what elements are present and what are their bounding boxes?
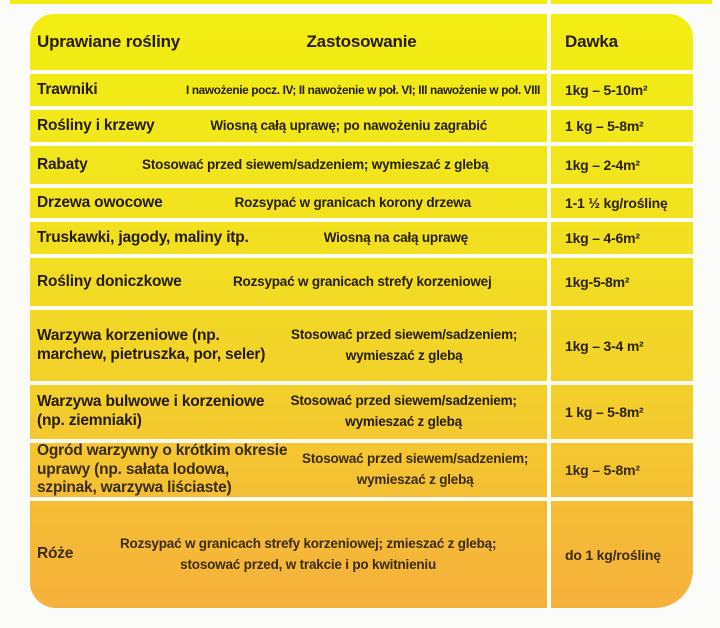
table-row: Róże Rozsypać w granicach strefy korzenio… [30, 501, 693, 608]
table-row: Rośliny doniczkowe Rozsypać w granicach s… [30, 258, 693, 310]
table-row: Warzywa korzeniowe (np. marchew, pietrus… [30, 310, 693, 385]
usage-cell: Rozsypać w granicach strefy korzeniowej [233, 273, 492, 289]
table-row: Rośliny i krzewy Wiosną całą uprawę; po n… [30, 110, 693, 146]
usage-cell: Rozsypać w granicach strefy korzeniowej;… [119, 535, 497, 572]
dose-cell: 1-1 ½ kg/roślinę [565, 195, 668, 211]
column-header-dose: Dawka [565, 32, 618, 51]
usage-cell: I nawożenie pocz. IV; II nawożenie w poł… [185, 82, 540, 97]
column-header-plants: Uprawiane rośliny [37, 31, 181, 51]
plant-name-cell: Rośliny doniczkowe [37, 272, 182, 290]
plant-name-cell: Ogród warzywny o krótkim okresie uprawy … [37, 441, 288, 497]
top-edge-strip [10, 0, 712, 4]
usage-cell: Wiosną całą uprawę; po nawożeniu zagrabi… [210, 117, 488, 133]
usage-cell: Stosować przed siewem/sadzeniem; wymiesz… [290, 393, 517, 429]
table-row: Truskawki, jagody, maliny itp. Wiosną na … [30, 222, 693, 258]
usage-cell: Stosować przed siewem/sadzeniem; wymiesz… [291, 326, 518, 363]
plant-name-cell: Drzewa owocowe [37, 193, 163, 211]
table-header-row: Uprawiane rośliny Zastosowanie Dawka [30, 14, 693, 74]
dose-cell: 1kg – 2-4m² [565, 157, 640, 173]
usage-cell: Wiosną na całą uprawę [323, 229, 468, 245]
column-header-usage: Zastosowanie [306, 31, 417, 51]
plant-name-cell: Warzywa bulwowe i korzeniowe (np. ziemni… [37, 393, 265, 429]
dose-cell: do 1 kg/roślinę [565, 546, 661, 563]
table-row: Trawniki I nawożenie pocz. IV; II nawożen… [30, 74, 693, 110]
plant-name-cell: Róże [37, 545, 74, 563]
plant-name-cell: Truskawki, jagody, maliny itp. [37, 228, 249, 246]
plant-name-cell: Rabaty [37, 155, 88, 173]
plant-name-cell: Trawniki [37, 80, 98, 98]
table-row: Rabaty Stosować przed siewem/sadzeniem; w… [30, 146, 693, 188]
usage-cell: Stosować przed siewem/sadzeniem; wymiesz… [142, 156, 489, 172]
dose-cell: 1kg – 5-8m² [565, 462, 640, 478]
dose-cell: 1kg – 4-6m² [565, 230, 640, 246]
fertilizer-dosage-table: Uprawiane rośliny Zastosowanie Dawka Tra… [30, 14, 693, 608]
usage-cell: Stosować przed siewem/sadzeniem; wymiesz… [302, 451, 529, 487]
table-row: Drzewa owocowe Rozsypać w granicach koron… [30, 188, 693, 222]
dose-column-divider [547, 14, 551, 608]
dose-cell: 1kg – 3-4 m² [565, 337, 644, 354]
top-strip-column-divider [547, 0, 551, 4]
table-body: Trawniki I nawożenie pocz. IV; II nawożen… [30, 74, 693, 608]
dose-cell: 1kg-5-8m² [565, 274, 630, 290]
table-row: Warzywa bulwowe i korzeniowe (np. ziemni… [30, 385, 693, 443]
dose-cell: 1kg – 5-10m² [565, 82, 648, 98]
plant-name-cell: Warzywa korzeniowe (np. marchew, pietrus… [37, 326, 266, 363]
dose-cell: 1 kg – 5-8m² [565, 404, 644, 420]
dose-cell: 1 kg – 5-8m² [565, 118, 644, 134]
table-row: Ogród warzywny o krótkim okresie uprawy … [30, 441, 693, 501]
usage-cell: Rozsypać w granicach korony drzewa [234, 194, 471, 210]
plant-name-cell: Rośliny i krzewy [37, 116, 155, 134]
